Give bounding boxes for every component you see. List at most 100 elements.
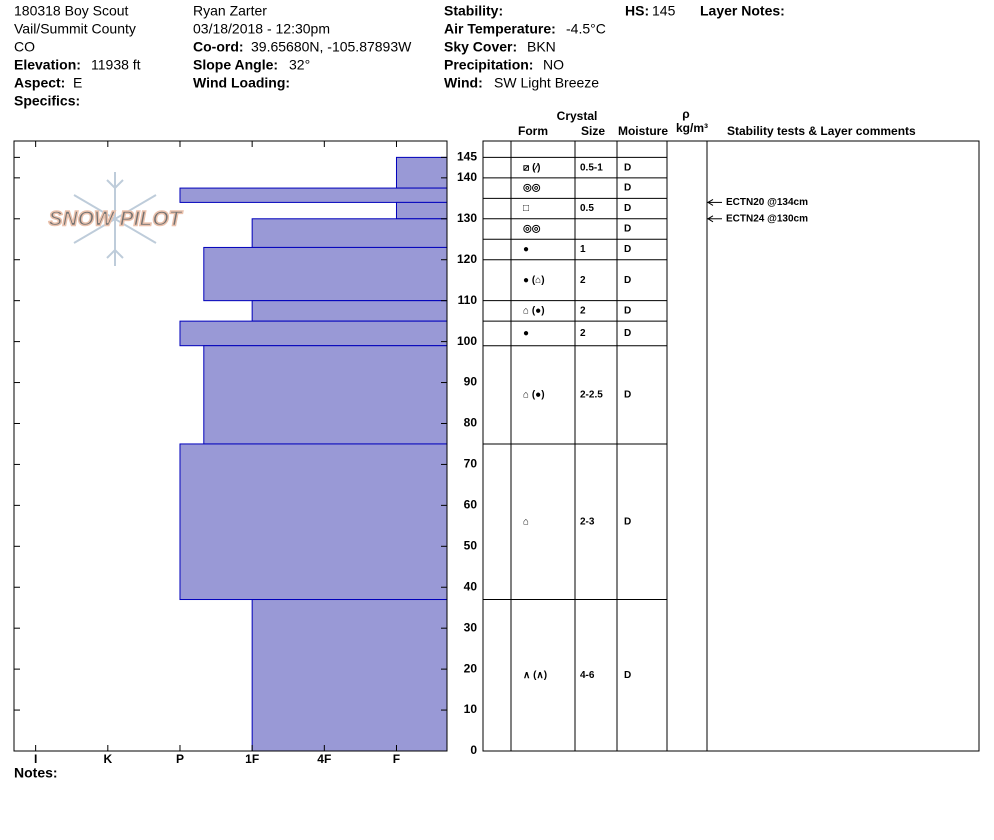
y-tick-label: 140 (457, 170, 477, 184)
x-tick-label: K (103, 752, 112, 766)
datetime: 03/18/2018 - 12:30pm (193, 21, 330, 37)
crystal-size: 0.5 (580, 203, 594, 214)
field-label: Specifics: (14, 93, 80, 109)
crystal-form: ⌂ (523, 516, 529, 527)
site-line: Vail/Summit County (14, 21, 136, 37)
field-label: Elevation: (14, 57, 81, 73)
field-label: Stability: (444, 3, 503, 19)
crystal-size: 2-2.5 (580, 389, 603, 400)
hardness-bar (395, 201, 448, 220)
field-label: HS: (625, 3, 649, 19)
crystal-size: 4-6 (580, 670, 595, 681)
hardness-bar (203, 345, 448, 445)
y-tick-label: 50 (464, 538, 478, 552)
moisture: D (624, 389, 631, 400)
moisture: D (624, 244, 631, 255)
y-tick-label: 110 (458, 293, 478, 307)
col-header: Stability tests & Layer comments (727, 124, 916, 138)
arrow-head (707, 215, 714, 223)
y-tick-label: 20 (464, 661, 478, 675)
crystal-form: ⌂ (●) (523, 306, 545, 317)
field-value: 145 (652, 3, 676, 19)
col-header: Moisture (618, 124, 668, 138)
plot-frame (13, 140, 448, 752)
hardness-bar (179, 320, 448, 347)
logo: SNOW PILOT (48, 172, 184, 266)
hardness-bar (179, 187, 448, 203)
moisture: D (624, 203, 631, 214)
crystal-size: 0.5-1 (580, 162, 603, 173)
field-value: 11938 ft (91, 57, 141, 73)
test-label: ECTN20 @134cm (726, 197, 808, 208)
field-value: 32° (289, 57, 310, 73)
field-label: Aspect: (14, 75, 65, 91)
moisture: D (624, 162, 631, 173)
crystal-size: 2-3 (580, 516, 595, 527)
crystal-form: ◎◎ (523, 224, 541, 235)
moisture: D (624, 328, 631, 339)
y-tick-label: 120 (457, 252, 477, 266)
x-tick-label: 4F (317, 752, 331, 766)
notes-label: Notes: (14, 765, 58, 781)
x-tick-label: F (393, 752, 400, 766)
crystal-form: ⌂ (●) (523, 389, 545, 400)
field-label: Air Temperature: (444, 21, 556, 37)
field-value: SW Light Breeze (494, 75, 599, 91)
crystal-size: 2 (580, 306, 586, 317)
field-label: Slope Angle: (193, 57, 278, 73)
crystal-size: 2 (580, 328, 586, 339)
field-label: Wind Loading: (193, 75, 290, 91)
hardness-bar (251, 599, 448, 752)
field-label: Layer Notes: (700, 3, 785, 19)
y-tick-label: 100 (457, 334, 477, 348)
crystal-form: ● (⌂) (523, 275, 545, 286)
field-value: BKN (527, 39, 556, 55)
y-tick-label: 145 (457, 150, 477, 164)
y-tick-label: 130 (457, 211, 477, 225)
observer: Ryan Zarter (193, 3, 267, 19)
header: 180318 Boy Scout Vail/Summit County CO E… (14, 3, 785, 781)
layer-table: ⧄ (⁄) 0.5-1 D ◎◎ D □ 0.5 D ◎◎ D ● 1 D ● (⌂) 2 D ⌂ (●) 2 D ●… (482, 140, 980, 752)
y-tick-label: 60 (464, 498, 478, 512)
hardness-bar (395, 156, 448, 189)
moisture: D (624, 275, 631, 286)
crystal-size: 1 (580, 244, 586, 255)
crystal-form: ● (523, 244, 529, 255)
y-tick-label: 90 (464, 375, 478, 389)
y-tick-label: 40 (464, 579, 478, 593)
col-header: kg/m³ (676, 121, 708, 135)
arrow-head (707, 198, 714, 206)
crystal-form: □ (523, 203, 529, 214)
hardness-bar (179, 443, 448, 601)
table-frame (482, 140, 980, 752)
crystal-form: ⧄ (⁄) (523, 162, 540, 173)
col-header: Form (518, 124, 548, 138)
logo-text: SNOW PILOT (49, 208, 184, 231)
y-tick-label: 70 (464, 457, 478, 471)
x-tick-label: I (34, 752, 37, 766)
crystal-form: ∧ (∧) (523, 670, 547, 681)
crystal-size: 2 (580, 275, 586, 286)
x-tick-label: P (176, 752, 184, 766)
moisture: D (624, 224, 631, 235)
moisture: D (624, 670, 631, 681)
field-label: Wind: (444, 75, 483, 91)
site-line: CO (14, 39, 35, 55)
moisture: D (624, 183, 631, 194)
field-value: NO (543, 57, 564, 73)
y-tick-label: 10 (464, 702, 478, 716)
y-tick-label: 30 (464, 620, 478, 634)
crystal-form: ● (523, 328, 529, 339)
hardness-bar (251, 300, 448, 322)
field-label: Co-ord: (193, 39, 244, 55)
moisture: D (624, 306, 631, 317)
y-tick-label: 0 (470, 743, 477, 757)
field-value: 39.65680N, -105.87893W (251, 39, 412, 55)
y-tick-label: 80 (464, 416, 478, 430)
moisture: D (624, 516, 631, 527)
col-header: Crystal (557, 109, 598, 123)
x-tick-label: 1F (245, 752, 259, 766)
col-header: ρ (682, 107, 689, 121)
table-header: Crystal Form Size Moisture ρ kg/m³ Stabi… (518, 107, 916, 138)
